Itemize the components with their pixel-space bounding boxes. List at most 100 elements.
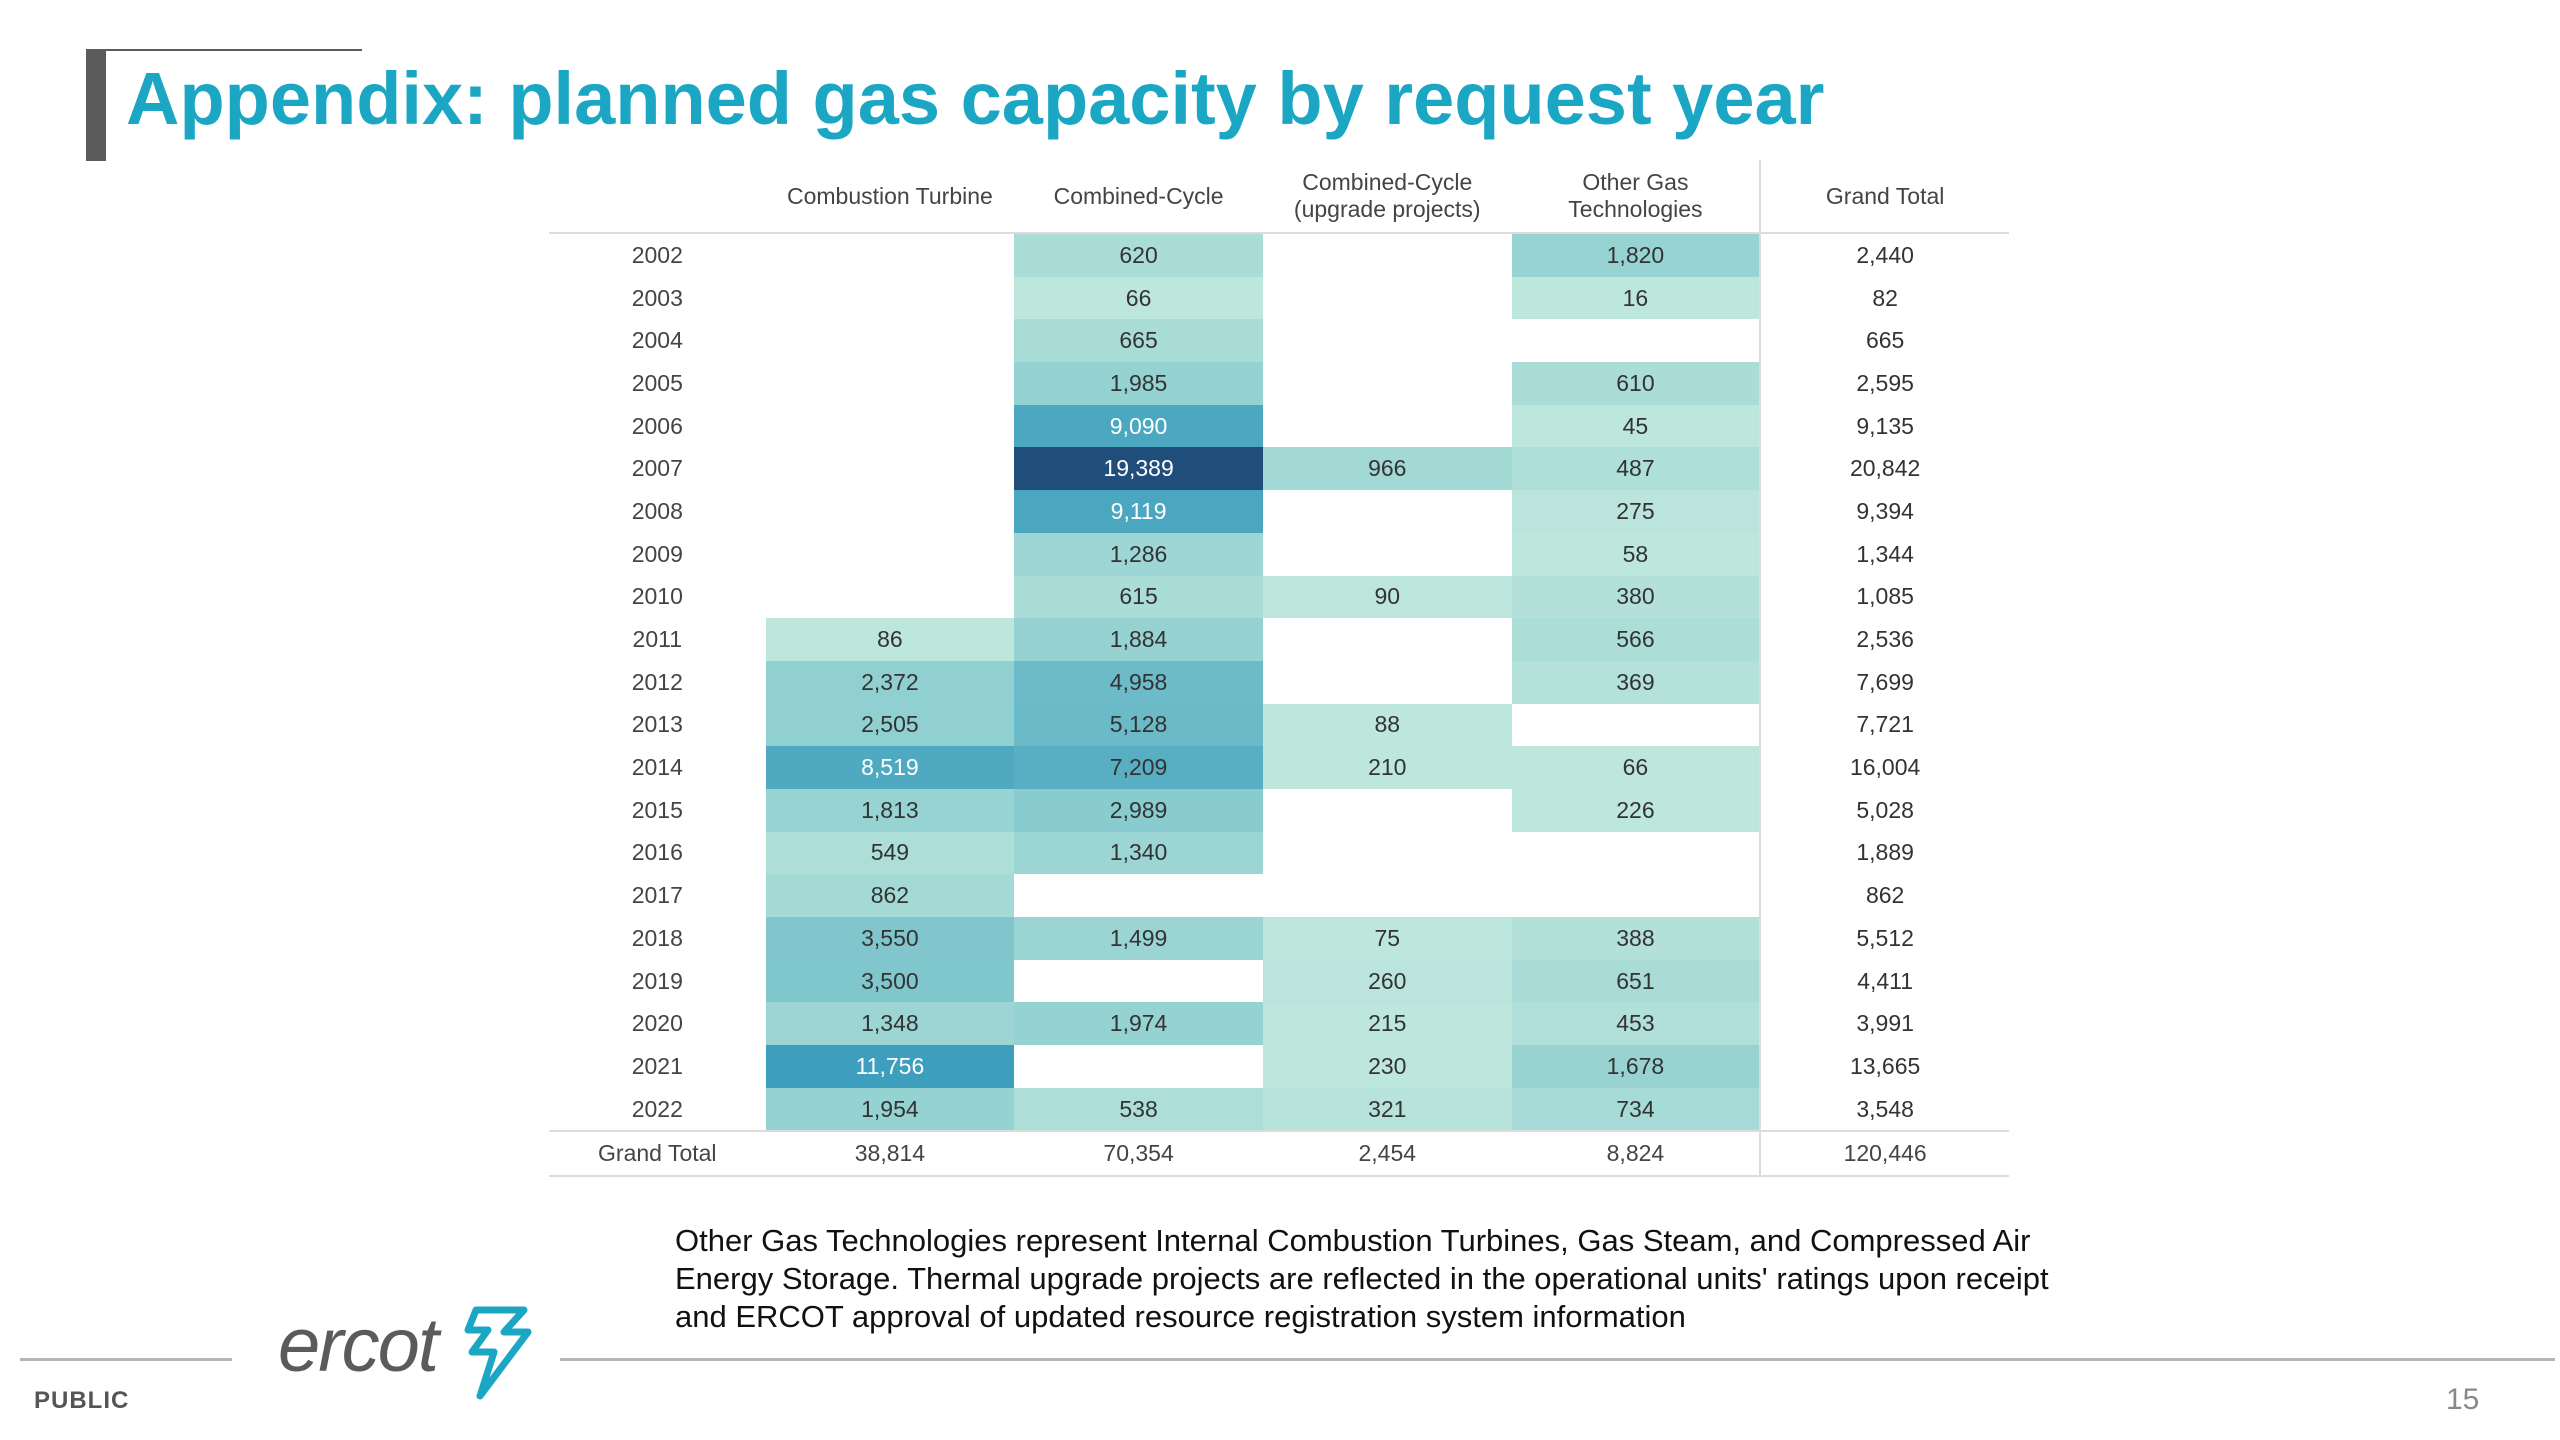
table-row: 2002 620 1,820 2,440 (549, 233, 2009, 277)
value-cell: 3,550 (765, 917, 1015, 960)
value-cell: 369 (1511, 660, 1761, 704)
table-row: 2022 1,954 538 321 734 3,548 (549, 1087, 2009, 1132)
grand-total-cell: 5,028 (1759, 788, 2009, 832)
row-year: 2011 (632, 626, 683, 653)
row-year: 2015 (631, 796, 683, 823)
grand-total-cell: 1,085 (1759, 575, 2009, 619)
value-cell (766, 576, 1015, 619)
header-other-gas: Other Gas Technologies (1511, 160, 1761, 234)
value-cell: 66 (1511, 746, 1761, 789)
row-year: 2010 (631, 583, 683, 610)
value-cell: 566 (1511, 618, 1761, 661)
table-row: 2019 3,500 260 651 4,411 (549, 959, 2009, 1003)
value-cell: 88 (1262, 703, 1512, 747)
grand-total-cell: 862 (1759, 874, 2009, 917)
value-cell (1512, 704, 1761, 747)
grand-total-cell: 7,699 (1759, 660, 2009, 704)
header-other-gas-text: Other Gas Technologies (1568, 169, 1703, 222)
value-cell: 9,119 (1014, 490, 1263, 533)
header-year (549, 160, 766, 234)
table-row: 2015 1,813 2,989 226 5,028 (549, 788, 2009, 832)
table-row: 2020 1,348 1,974 215 453 3,991 (549, 1002, 2009, 1046)
value-cell: 16 (1511, 276, 1761, 320)
value-cell (766, 319, 1015, 362)
value-cell: 4,958 (1014, 660, 1263, 704)
grand-total-cell: 13,665 (1759, 1045, 2009, 1088)
value-cell (1263, 874, 1512, 917)
row-year: 2006 (631, 412, 683, 439)
grand-total-cell: 9,394 (1759, 490, 2009, 533)
title-accent-top (86, 49, 362, 51)
value-cell: 321 (1262, 1087, 1512, 1132)
value-cell (766, 277, 1015, 320)
table-row: 2006 9,090 45 9,135 (549, 404, 2009, 448)
row-year: 2020 (631, 1010, 683, 1037)
value-cell: 2,989 (1014, 788, 1263, 832)
value-cell: 5,128 (1014, 703, 1263, 747)
value-cell (766, 447, 1015, 490)
title-accent-left (86, 49, 106, 161)
table-row: 2017 862 862 (549, 874, 2009, 917)
total-cell: 2,454 (1262, 1130, 1512, 1178)
table-header-row: Combustion Turbine Combined-Cycle Combin… (549, 160, 2009, 234)
table-row: 2005 1,985 610 2,595 (549, 362, 2009, 405)
page-title: Appendix: planned gas capacity by reques… (126, 57, 1825, 140)
value-cell (1263, 277, 1512, 320)
value-cell: 58 (1511, 532, 1761, 576)
total-cell: 70,354 (1014, 1130, 1263, 1178)
value-cell: 2,372 (765, 660, 1015, 704)
value-cell: 1,985 (1014, 362, 1263, 405)
grand-total-cell: 7,721 (1759, 703, 2009, 747)
classification-label: PUBLIC (34, 1387, 130, 1414)
value-cell: 66 (1014, 276, 1263, 320)
value-cell: 651 (1511, 959, 1761, 1003)
value-cell: 3,500 (765, 959, 1015, 1003)
value-cell: 966 (1262, 447, 1512, 491)
value-cell (1512, 319, 1761, 362)
value-cell (1512, 874, 1761, 917)
row-year: 2013 (631, 711, 683, 738)
row-year: 2017 (631, 882, 683, 909)
grand-total-cell: 1,889 (1759, 831, 2009, 875)
page-number: 15 (2446, 1383, 2480, 1416)
total-cell: 120,446 (1759, 1130, 2009, 1178)
row-year: 2022 (631, 1095, 683, 1122)
footnote: Other Gas Technologies represent Interna… (675, 1223, 2049, 1334)
grand-total-cell: 82 (1759, 276, 2009, 320)
value-cell (766, 405, 1015, 448)
value-cell: 215 (1262, 1002, 1512, 1046)
value-cell: 538 (1014, 1087, 1263, 1132)
grand-total-label: Grand Total (549, 1130, 766, 1178)
row-year: 2018 (631, 924, 683, 951)
value-cell: 230 (1262, 1045, 1512, 1088)
total-cell: 38,814 (765, 1130, 1015, 1178)
value-cell (1263, 362, 1512, 405)
value-cell: 665 (1014, 319, 1263, 363)
value-cell: 86 (765, 618, 1015, 661)
value-cell: 1,499 (1014, 917, 1263, 960)
table-row: 2004 665 665 (549, 319, 2009, 363)
value-cell: 1,813 (765, 788, 1015, 832)
value-cell: 2,505 (765, 703, 1015, 747)
table-row: 2011 86 1,884 566 2,536 (549, 618, 2009, 661)
header-combustion-turbine: Combustion Turbine (765, 160, 1015, 234)
value-cell (1263, 661, 1512, 704)
value-cell (1263, 789, 1512, 832)
lightning-bolt-icon (464, 1306, 532, 1400)
row-year: 2003 (631, 284, 683, 311)
value-cell (766, 533, 1015, 576)
header-combined-cycle-upgrade: Combined-Cycle (upgrade projects) (1262, 160, 1512, 234)
value-cell (1512, 832, 1761, 875)
value-cell: 11,756 (765, 1045, 1015, 1088)
table-body: 2002 620 1,820 2,440 2003 66 16 82 2004 665 665 200… (549, 233, 2009, 1178)
grand-total-cell: 2,595 (1759, 362, 2009, 405)
value-cell: 45 (1511, 404, 1761, 448)
value-cell: 75 (1262, 917, 1512, 960)
value-cell: 8,519 (765, 746, 1015, 789)
value-cell: 1,954 (765, 1087, 1015, 1132)
table-row: 2014 8,519 7,209 210 66 16,004 (549, 746, 2009, 789)
value-cell: 549 (765, 831, 1015, 875)
table-row: 2012 2,372 4,958 369 7,699 (549, 660, 2009, 704)
value-cell (1263, 319, 1512, 362)
value-cell (1263, 233, 1512, 277)
